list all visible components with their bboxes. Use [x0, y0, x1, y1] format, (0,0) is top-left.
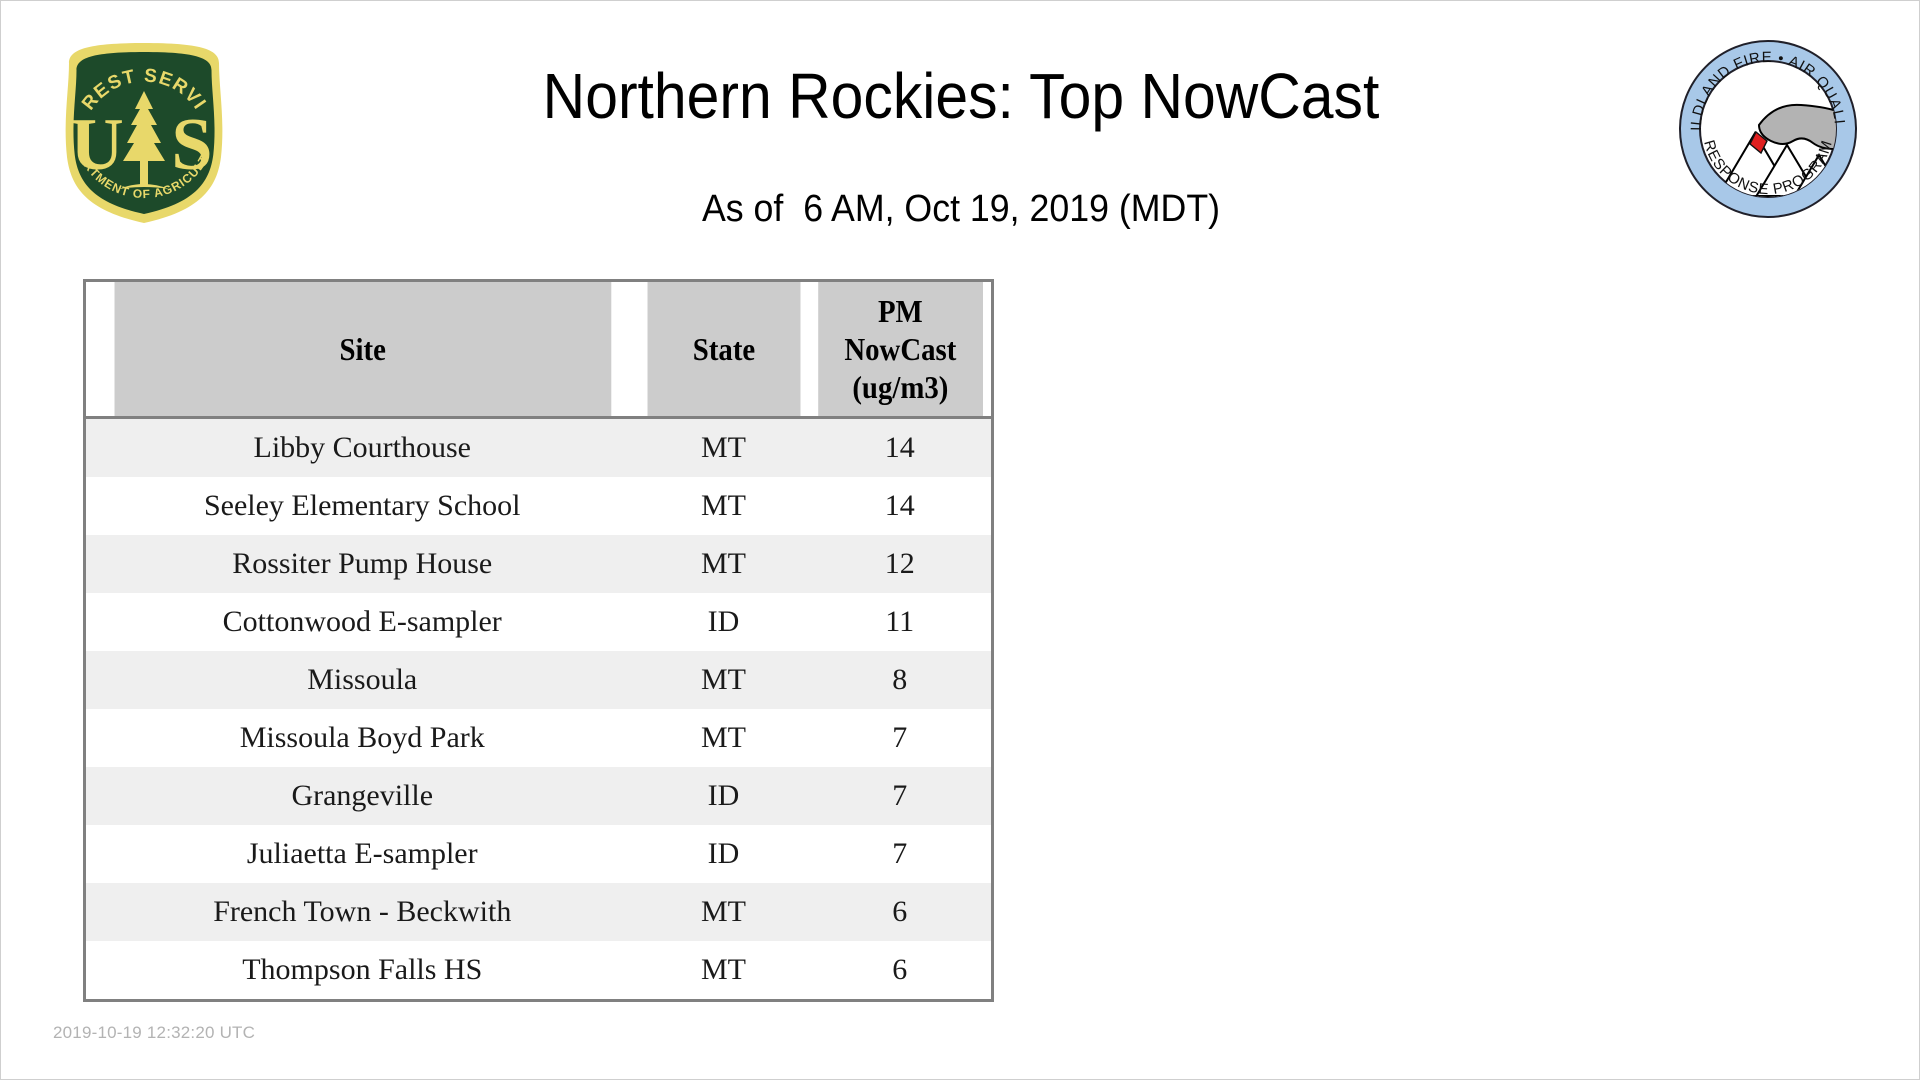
table-row: Cottonwood E-sampler ID 11	[84, 593, 993, 651]
cell-state: ID	[638, 593, 809, 651]
usfs-shield-icon: FOREST SERVICE DEPARTMENT OF AGRICULTURE…	[41, 13, 239, 229]
cell-site: Libby Courthouse	[84, 417, 639, 477]
column-header-state: State	[647, 280, 800, 419]
svg-text:U: U	[70, 104, 123, 186]
column-header-state-label: State	[692, 331, 755, 367]
table-row: Seeley Elementary School MT 14	[84, 477, 993, 535]
cell-state: MT	[638, 417, 809, 477]
wfaqrp-seal-icon: WILDLAND FIRE • AIR QUALITY RESPONSE PRO…	[1666, 16, 1863, 229]
cell-value: 14	[808, 417, 993, 477]
table-row: Thompson Falls HS MT 6	[84, 941, 993, 1001]
cell-state: ID	[638, 767, 809, 825]
table-row: Juliaetta E-sampler ID 7	[84, 825, 993, 883]
table-row: Missoula Boyd Park MT 7	[84, 709, 993, 767]
cell-value: 6	[808, 883, 993, 941]
column-header-pm-nowcast: PM NowCast (ug/m3)	[817, 280, 984, 419]
cell-value: 14	[808, 477, 993, 535]
cell-state: MT	[638, 883, 809, 941]
page-subtitle-timestamp: As of 6 AM, Oct 19, 2019 (MDT)	[701, 188, 1221, 230]
cell-state: MT	[638, 651, 809, 709]
cell-state: ID	[638, 825, 809, 883]
cell-value: 8	[808, 651, 993, 709]
cell-site: Missoula	[84, 651, 639, 709]
cell-value: 12	[808, 535, 993, 593]
table-row: Libby Courthouse MT 14	[84, 417, 993, 477]
cell-site: Grangeville	[84, 767, 639, 825]
column-header-site: Site	[112, 280, 611, 419]
cell-site: Cottonwood E-sampler	[84, 593, 639, 651]
cell-site: Rossiter Pump House	[84, 535, 639, 593]
cell-site: Juliaetta E-sampler	[84, 825, 639, 883]
column-header-pm-nowcast-label: PM NowCast (ug/m3)	[843, 293, 956, 405]
cell-site: Seeley Elementary School	[84, 477, 639, 535]
table-row: Grangeville ID 7	[84, 767, 993, 825]
cell-state: MT	[638, 709, 809, 767]
cell-site: Missoula Boyd Park	[84, 709, 639, 767]
table-row: Rossiter Pump House MT 12	[84, 535, 993, 593]
cell-value: 7	[808, 709, 993, 767]
cell-state: MT	[638, 535, 809, 593]
cell-state: MT	[638, 477, 809, 535]
footer-generated-timestamp: 2019-10-19 12:32:20 UTC	[53, 1023, 256, 1042]
top-nowcast-table: Site State PM NowCast (ug/m3) Libby Cour…	[83, 279, 994, 1002]
cell-state: MT	[638, 941, 809, 1001]
cell-site: Thompson Falls HS	[84, 941, 639, 1001]
cell-value: 6	[808, 941, 993, 1001]
cell-site: French Town - Beckwith	[84, 883, 639, 941]
table-header-row: Site State PM NowCast (ug/m3)	[85, 280, 993, 419]
page-title: Northern Rockies: Top NowCast	[542, 60, 1380, 132]
svg-text:S: S	[171, 104, 212, 186]
table-row: Missoula MT 8	[84, 651, 993, 709]
cell-value: 11	[808, 593, 993, 651]
cell-value: 7	[808, 825, 993, 883]
column-header-site-label: Site	[338, 331, 386, 367]
cell-value: 7	[808, 767, 993, 825]
table-row: French Town - Beckwith MT 6	[84, 883, 993, 941]
